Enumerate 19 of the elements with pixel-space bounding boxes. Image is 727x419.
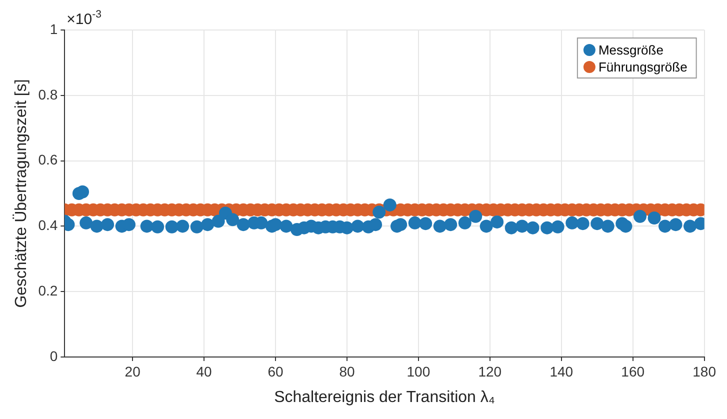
y-tick-label: 0	[50, 348, 58, 364]
x-tick-label: 180	[692, 363, 716, 380]
x-tick-label: 120	[478, 363, 502, 380]
x-tick-label: 160	[621, 363, 645, 380]
x-tick-label: 140	[550, 363, 574, 380]
legend-label: Messgröße	[598, 42, 664, 58]
x-tick-label: 60	[268, 363, 284, 380]
y-axis-title: Geschätzte Übertragungszeit [s]	[12, 79, 30, 308]
y-tick-label: 0.6	[38, 152, 58, 168]
x-tick-label: 80	[339, 363, 355, 380]
x-tick-label: 20	[124, 363, 141, 380]
y-tick-label: 0.4	[38, 217, 58, 234]
legend-label: Führungsgröße	[598, 60, 688, 75]
y-tick-label: 0.2	[38, 282, 58, 298]
x-tick-label: 100	[406, 363, 430, 380]
y-tick-label: 0.8	[38, 86, 58, 102]
y-tick-label: 1	[50, 20, 58, 37]
x-axis-title: Schaltereignis der Transition λ₄	[274, 388, 495, 406]
x-tick-label: 40	[196, 363, 212, 380]
